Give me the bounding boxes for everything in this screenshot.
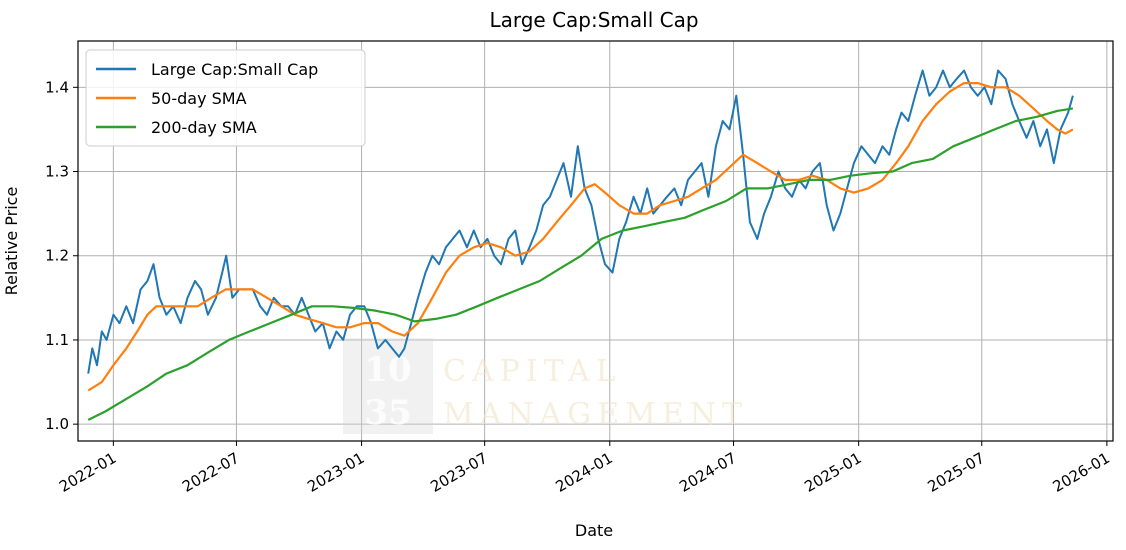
legend-label-sma50: 50-day SMA <box>151 89 247 108</box>
watermark-word-top: CAPITAL <box>443 354 622 389</box>
y-axis-label: Relative Price <box>2 187 21 296</box>
y-tick-label: 1.4 <box>45 78 69 96</box>
x-tick-label: 2024-07 <box>676 449 739 496</box>
series-layer <box>87 69 1074 421</box>
legend: Large Cap:Small Cap 50-day SMA 200-day S… <box>85 49 366 147</box>
x-tick-label: 2025-07 <box>924 449 987 496</box>
x-tick-label: 2022-07 <box>179 449 242 496</box>
series-line-sma200 <box>87 107 1074 421</box>
x-tick-label: 2023-07 <box>427 449 490 496</box>
x-axis-label: Date <box>575 521 613 540</box>
x-tick-label: 2026-01 <box>1050 449 1113 496</box>
legend-label-sma200: 200-day SMA <box>151 118 257 137</box>
legend-label-ratio: Large Cap:Small Cap <box>151 60 318 79</box>
watermark: 10 35 CAPITAL MANAGEMENT <box>343 338 748 434</box>
watermark-box <box>343 338 433 434</box>
x-tick-label: 2023-01 <box>304 449 367 496</box>
chart-title: Large Cap:Small Cap <box>489 8 698 32</box>
watermark-word-bottom: MANAGEMENT <box>443 397 748 432</box>
y-tick-label: 1.1 <box>45 331 69 349</box>
x-tick-label: 2022-01 <box>56 449 119 496</box>
x-tick-label: 2025-01 <box>801 449 864 496</box>
plot-frame <box>77 40 1114 442</box>
y-tick-label: 1.0 <box>45 415 69 433</box>
legend-box <box>85 49 366 147</box>
y-tick-label: 1.3 <box>45 163 69 181</box>
series-line-sma50 <box>87 82 1074 392</box>
x-tick-label: 2024-01 <box>552 449 615 496</box>
y-tick-label: 1.2 <box>45 247 69 265</box>
watermark-number-top: 10 <box>364 350 411 390</box>
watermark-number-bottom: 35 <box>364 393 411 433</box>
